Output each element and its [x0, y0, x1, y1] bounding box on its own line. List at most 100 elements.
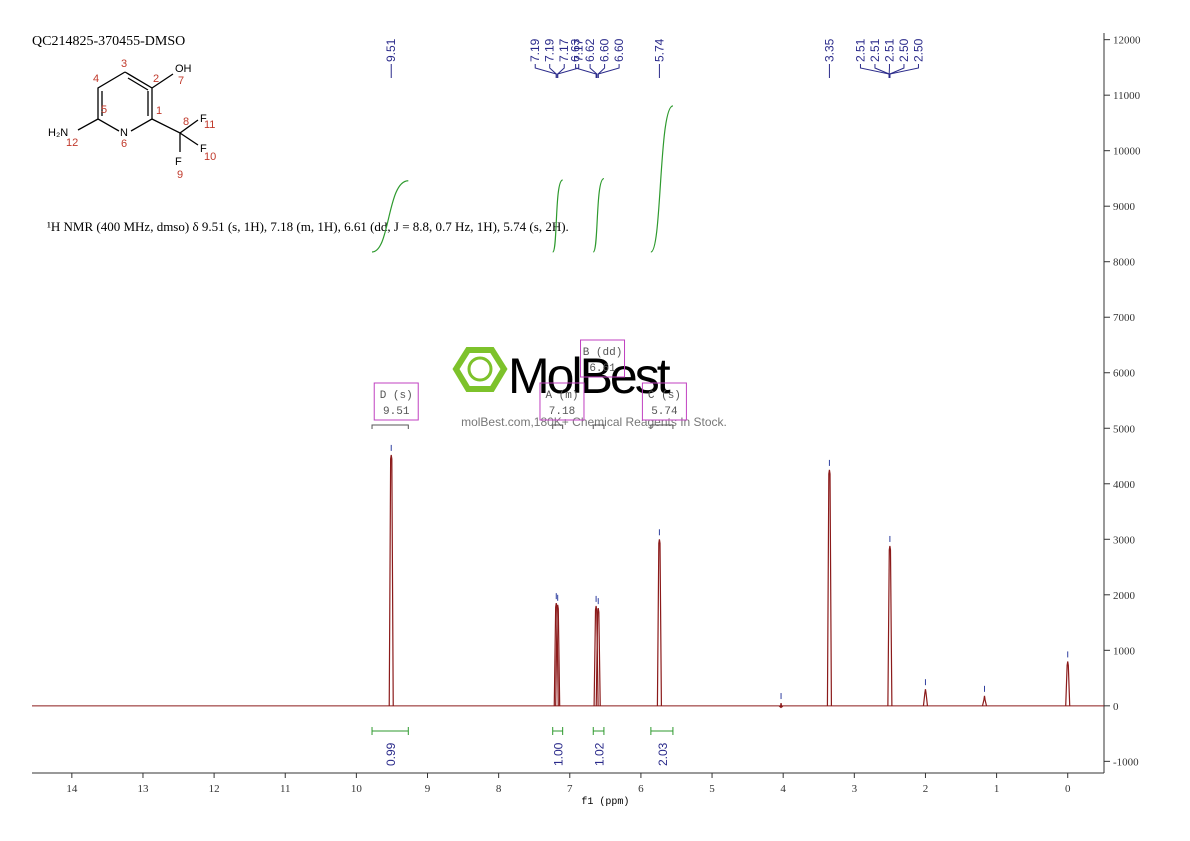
multiplet-label: C (s)	[648, 390, 681, 402]
x-tick-label: 12	[209, 783, 220, 795]
peak-label-line	[557, 64, 580, 78]
peak	[887, 545, 893, 706]
peak	[922, 689, 929, 706]
integral-curve	[371, 180, 409, 253]
peak	[778, 702, 784, 709]
atom-number: 1	[156, 105, 162, 117]
peak-label: 6.63	[569, 38, 583, 62]
x-tick-label: 2	[923, 783, 929, 795]
integral-range	[552, 727, 564, 735]
integral-curve	[552, 179, 564, 253]
x-tick-label: 8	[496, 783, 502, 795]
atom-number: 7	[178, 75, 184, 87]
y-tick-label: -1000	[1113, 756, 1139, 768]
structure-atoms: OH N F F F H₂N	[48, 63, 207, 168]
y-tick-label: 7000	[1113, 312, 1136, 324]
peak-label-line	[597, 64, 606, 78]
peak-label-line	[889, 64, 919, 78]
atom-label: N	[120, 127, 128, 139]
x-axis-label: f1 (ppm)	[581, 796, 629, 808]
integral-range	[371, 727, 409, 735]
peak-label: 7.19	[543, 38, 557, 62]
multiplet-label: B (dd)	[583, 347, 623, 359]
watermark: MolBest molBest.com,180K+ Chemical Reage…	[452, 347, 727, 429]
peak	[1065, 661, 1071, 706]
atom-label: F	[175, 156, 182, 168]
peak-label: 2.51	[853, 38, 867, 62]
x-tick-label: 0	[1065, 783, 1071, 795]
atom-number: 2	[153, 73, 159, 85]
x-tick-label: 5	[709, 783, 715, 795]
multiplet-value: 9.51	[383, 406, 410, 418]
integral-label: 1.00	[552, 742, 566, 766]
peak-label: 6.60	[612, 38, 626, 62]
y-tick-label: 9000	[1113, 201, 1136, 213]
peak-label: 2.51	[882, 38, 896, 62]
integral-label: 1.02	[593, 742, 607, 766]
multiplet-label: D (s)	[380, 390, 413, 402]
integral-curve	[592, 177, 605, 253]
peak	[553, 603, 559, 706]
peak	[388, 454, 394, 706]
peak-label: 7.17	[572, 38, 586, 62]
y-tick-label: 8000	[1113, 257, 1136, 269]
atom-number: 6	[121, 138, 127, 150]
x-tick-label: 4	[780, 783, 786, 795]
y-tick-label: 6000	[1113, 368, 1136, 380]
integral-label: 0.99	[384, 742, 398, 766]
atom-number: 10	[204, 151, 216, 163]
x-tick-label: 14	[66, 783, 78, 795]
peak-label: 2.51	[868, 38, 882, 62]
multiplet-range	[650, 424, 674, 429]
y-tick-label: 1000	[1113, 645, 1136, 657]
multiplet-value: 7.18	[549, 406, 575, 418]
atom-label: F	[200, 143, 207, 155]
y-tick-label: 11000	[1113, 90, 1141, 102]
y-tick-label: 10000	[1113, 146, 1141, 158]
multiplet-label: A (m)	[545, 390, 578, 402]
integral-range	[650, 727, 674, 735]
peak-label-line	[589, 64, 598, 78]
atom-label: H₂N	[48, 127, 68, 139]
atom-number: 4	[93, 73, 99, 85]
atom-number: 9	[177, 169, 183, 181]
y-tick-label: 5000	[1113, 423, 1136, 435]
multiplet-value: 5.74	[651, 406, 678, 418]
peak-label: 9.51	[384, 38, 398, 62]
peak-label: 5.74	[652, 38, 666, 62]
watermark-slogan: molBest.com,180K+ Chemical Reagents In S…	[461, 415, 727, 429]
multiplet-range	[371, 424, 409, 429]
x-tick-label: 10	[351, 783, 363, 795]
atom-number: 3	[121, 58, 127, 70]
multiplet-box	[539, 382, 585, 421]
multiplet-box	[580, 339, 626, 378]
peak-label: 6.60	[598, 38, 612, 62]
atom-number: 12	[66, 137, 78, 149]
peak-label: 3.35	[822, 38, 836, 62]
atom-label: F	[200, 113, 207, 125]
y-tick-label: 12000	[1113, 35, 1141, 47]
atom-number: 11	[204, 119, 215, 131]
x-tick-label: 6	[638, 783, 644, 795]
peak-label: 7.19	[528, 38, 542, 62]
peak	[981, 695, 988, 706]
peak-label-line	[575, 64, 597, 78]
integral-range	[592, 727, 605, 735]
peak	[595, 608, 601, 706]
multiplet-range	[592, 424, 605, 429]
peak-label: 2.50	[897, 38, 911, 62]
multiplet-value: 6.61	[589, 363, 616, 375]
peak-label: 2.50	[911, 38, 925, 62]
peak-label: 7.17	[557, 38, 571, 62]
x-tick-label: 7	[567, 783, 573, 795]
multiplet-box	[373, 382, 419, 421]
structure	[77, 71, 199, 152]
y-tick-label: 2000	[1113, 590, 1136, 602]
peak	[555, 604, 561, 706]
peak-label-line	[557, 64, 565, 78]
x-tick-label: 13	[137, 783, 149, 795]
x-tick-label: 3	[852, 783, 858, 795]
x-tick-label: 9	[425, 783, 431, 795]
